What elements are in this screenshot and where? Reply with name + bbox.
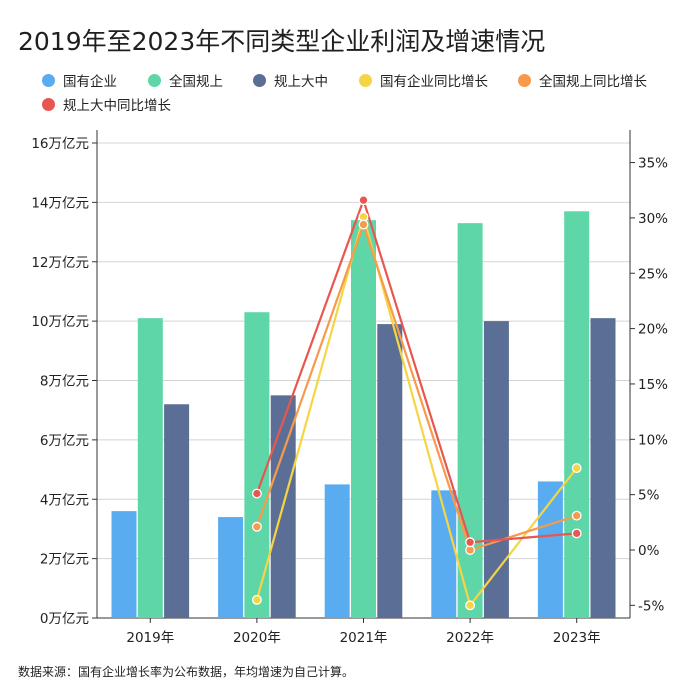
point-全国规上同比增长-2023年: [571, 510, 582, 521]
point-规上大中同比增长-2023年: [571, 528, 582, 539]
legend-item-soe-growth[interactable]: 国有企业同比增长: [359, 70, 488, 90]
point-国有企业同比增长-2023年: [571, 463, 582, 474]
chart-title: 2019年至2023年不同类型企业利润及增速情况: [18, 27, 546, 56]
point-全国规上同比增长-2020年: [251, 521, 262, 532]
point-国有企业同比增长-2022年: [465, 600, 476, 611]
legend-label-large-medium: 规上大中: [274, 74, 328, 90]
y-left-tick-label-0: 0万亿元: [40, 611, 89, 627]
y-right-tick-label-0: -5%: [638, 598, 664, 614]
point-规上大中同比增长-2021年: [358, 195, 369, 206]
bar-全国规上-2022年: [457, 223, 483, 618]
legend-swatch-large-medium: [253, 73, 266, 87]
legend-label-national: 全国规上: [169, 74, 223, 90]
bar-国有企业-2019年: [111, 511, 137, 618]
legend-swatch-national: [148, 73, 161, 87]
x-tick-label-1: 2020年: [233, 630, 281, 646]
bar-全国规上-2019年: [137, 318, 163, 618]
point-规上大中同比增长-2020年: [251, 488, 262, 499]
x-tick-label-4: 2023年: [553, 630, 601, 646]
legend-swatch-large-medium-growth: [42, 97, 55, 111]
y-left-tick-label-5: 10万亿元: [31, 314, 89, 330]
y-right-tick-label-8: 35%: [638, 156, 668, 172]
bar-规上大中-2021年: [377, 324, 403, 618]
legend-label-soe: 国有企业: [63, 74, 117, 90]
point-国有企业同比增长-2020年: [251, 594, 262, 605]
bar-规上大中-2022年: [483, 321, 509, 618]
bar-全国规上-2021年: [351, 220, 376, 618]
y-left-tick-label-6: 12万亿元: [31, 255, 89, 271]
y-left-tick-label-4: 8万亿元: [40, 374, 89, 390]
bar-规上大中-2019年: [164, 404, 190, 618]
legend-swatch-soe: [42, 73, 55, 87]
line-国有企业同比增长: [255, 215, 578, 607]
x-tick-label-0: 2019年: [126, 630, 174, 646]
legend-item-large-medium[interactable]: 规上大中: [253, 70, 328, 90]
y-left-tick-label-8: 16万亿元: [31, 136, 89, 152]
x-tick-label-2: 2021年: [340, 630, 388, 646]
line-全国规上同比增长: [255, 223, 578, 552]
y-right-tick-label-2: 5%: [638, 488, 660, 504]
y-left-tick-label-7: 14万亿元: [31, 195, 89, 211]
point-规上大中同比增长-2022年: [465, 537, 476, 548]
line-规上大中同比增长: [255, 199, 577, 544]
y-right-tick-label-4: 15%: [638, 377, 668, 393]
y-left-tick-label-2: 4万亿元: [40, 492, 89, 508]
bar-国有企业-2023年: [537, 481, 563, 618]
legend-label-large-medium-growth: 规上大中同比增长: [63, 98, 171, 114]
y-right-tick-label-1: 0%: [638, 543, 660, 559]
bar-全国规上-2023年: [564, 211, 590, 618]
y-left-tick-label-3: 6万亿元: [40, 433, 89, 449]
legend-item-soe[interactable]: 国有企业: [42, 70, 117, 90]
bar-规上大中-2023年: [590, 318, 616, 618]
y-right-tick-label-6: 25%: [638, 266, 668, 282]
legend-swatch-soe-growth: [359, 73, 372, 87]
legend-item-large-medium-growth[interactable]: 规上大中同比增长: [42, 94, 171, 114]
legend-item-national[interactable]: 全国规上: [148, 70, 223, 90]
point-全国规上同比增长-2021年: [358, 219, 369, 230]
y-right-tick-label-3: 10%: [638, 432, 668, 448]
y-right-tick-label-5: 20%: [638, 322, 668, 338]
bar-国有企业-2020年: [218, 517, 244, 618]
legend-label-soe-growth: 国有企业同比增长: [380, 74, 488, 90]
legend-item-national-growth[interactable]: 全国规上同比增长: [518, 70, 647, 90]
bar-国有企业-2021年: [324, 484, 350, 618]
footnote: 数据来源：国有企业增长率为公布数据，年均增速为自己计算。: [18, 665, 355, 679]
legend-swatch-national-growth: [518, 73, 531, 87]
x-tick-label-3: 2022年: [446, 630, 494, 646]
y-right-tick-label-7: 30%: [638, 211, 668, 227]
legend-label-national-growth: 全国规上同比增长: [539, 74, 647, 90]
y-left-tick-label-1: 2万亿元: [40, 552, 89, 568]
